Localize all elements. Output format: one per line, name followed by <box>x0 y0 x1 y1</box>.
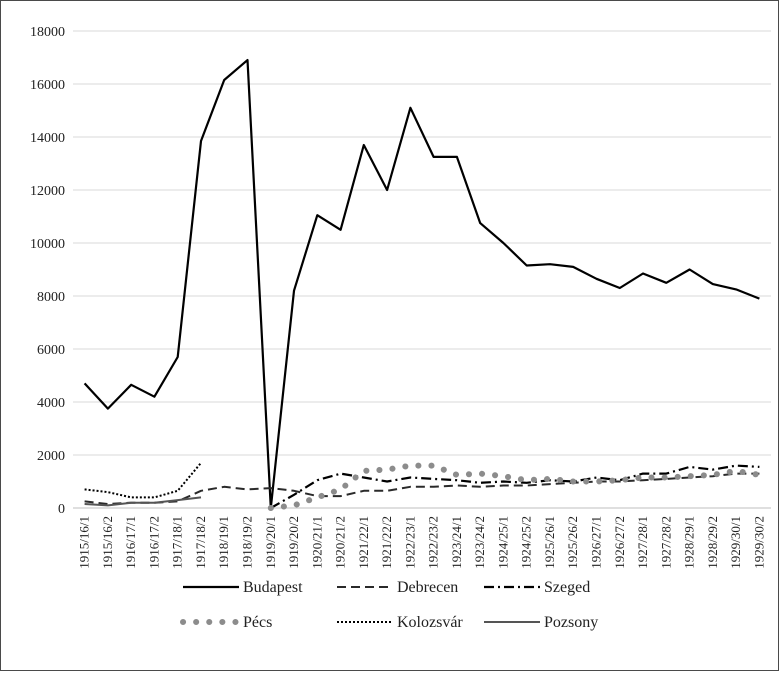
x-tick-label: 1917/18/1 <box>170 516 185 569</box>
x-tick-label: 1924/25/2 <box>519 516 534 569</box>
x-tick-label: 1918/19/1 <box>216 516 231 569</box>
x-tick-label: 1916/17/2 <box>146 516 161 569</box>
x-tick-label: 1915/16/2 <box>100 516 115 569</box>
series-line-4 <box>267 462 763 511</box>
series-line-6 <box>84 496 202 507</box>
y-tick-label: 8000 <box>37 290 65 305</box>
x-tick-label: 1922/23/2 <box>426 516 441 569</box>
x-tick-label: 1926/27/2 <box>612 516 627 569</box>
x-tick-label: 1919/20/2 <box>286 516 301 569</box>
y-tick-label: 2000 <box>37 449 65 464</box>
x-tick-label: 1921/22/2 <box>379 516 394 569</box>
series-line-1 <box>83 59 760 510</box>
y-tick-label: 4000 <box>37 396 65 411</box>
y-tick-label: 12000 <box>30 184 65 199</box>
x-tick-label: 1928/29/2 <box>705 516 720 569</box>
gridlines <box>73 30 771 509</box>
y-axis: 0 2000 4000 6000 8000 10000 12000 14000 16000 180… <box>30 25 65 517</box>
legend-label: Szeged <box>544 579 590 596</box>
x-tick-label: 1915/16/1 <box>77 516 92 569</box>
legend-label: Pozsony <box>544 614 598 631</box>
x-tick-label: 1920/21/2 <box>333 516 348 569</box>
legend-label: Kolozsvár <box>397 614 463 631</box>
legend-label: Budapest <box>243 579 303 596</box>
x-tick-label: 1927/28/2 <box>658 516 673 569</box>
y-tick-label: 18000 <box>30 25 65 40</box>
y-tick-label: 0 <box>58 502 65 517</box>
x-tick-label: 1922/23/1 <box>402 516 417 569</box>
x-tick-label: 1929/30/1 <box>728 516 743 569</box>
y-tick-label: 16000 <box>30 78 65 93</box>
x-axis: 1915/16/1 1915/16/2 1916/17/1 1916/17/2 1917… <box>73 507 771 569</box>
x-tick-label: 1929/30/2 <box>751 516 766 569</box>
series-line-3 <box>270 464 760 509</box>
x-tick-label: 1917/18/2 <box>193 516 208 569</box>
legend-label: Pécs <box>243 614 272 631</box>
x-tick-label: 1927/28/1 <box>635 516 650 569</box>
x-tick-label: 1916/17/1 <box>123 516 138 569</box>
x-tick-label: 1923/24/2 <box>472 516 487 569</box>
series-lines <box>83 59 763 511</box>
x-tick-label: 1924/25/1 <box>495 516 510 569</box>
x-tick-label: 1919/20/1 <box>263 516 278 569</box>
y-tick-label: 14000 <box>30 131 65 146</box>
x-tick-label: 1925/26/2 <box>565 516 580 569</box>
x-tick-label: 1925/26/1 <box>542 516 557 569</box>
legend: Budapest Debrecen Szeged Pécs Kolozsvár Pozso… <box>180 579 598 631</box>
series-line-5 <box>84 462 202 499</box>
x-tick-label: 1926/27/1 <box>589 516 604 569</box>
series-line-2 <box>84 472 760 505</box>
x-tick-label: 1920/21/1 <box>309 516 324 569</box>
x-tick-label: 1918/19/2 <box>240 516 255 569</box>
y-tick-label: 10000 <box>30 237 65 252</box>
x-tick-label: 1928/29/1 <box>682 516 697 569</box>
legend-label: Debrecen <box>397 579 458 596</box>
x-tick-label: 1923/24/1 <box>449 516 464 569</box>
y-tick-label: 6000 <box>37 343 65 358</box>
x-tick-label: 1921/22/1 <box>356 516 371 569</box>
